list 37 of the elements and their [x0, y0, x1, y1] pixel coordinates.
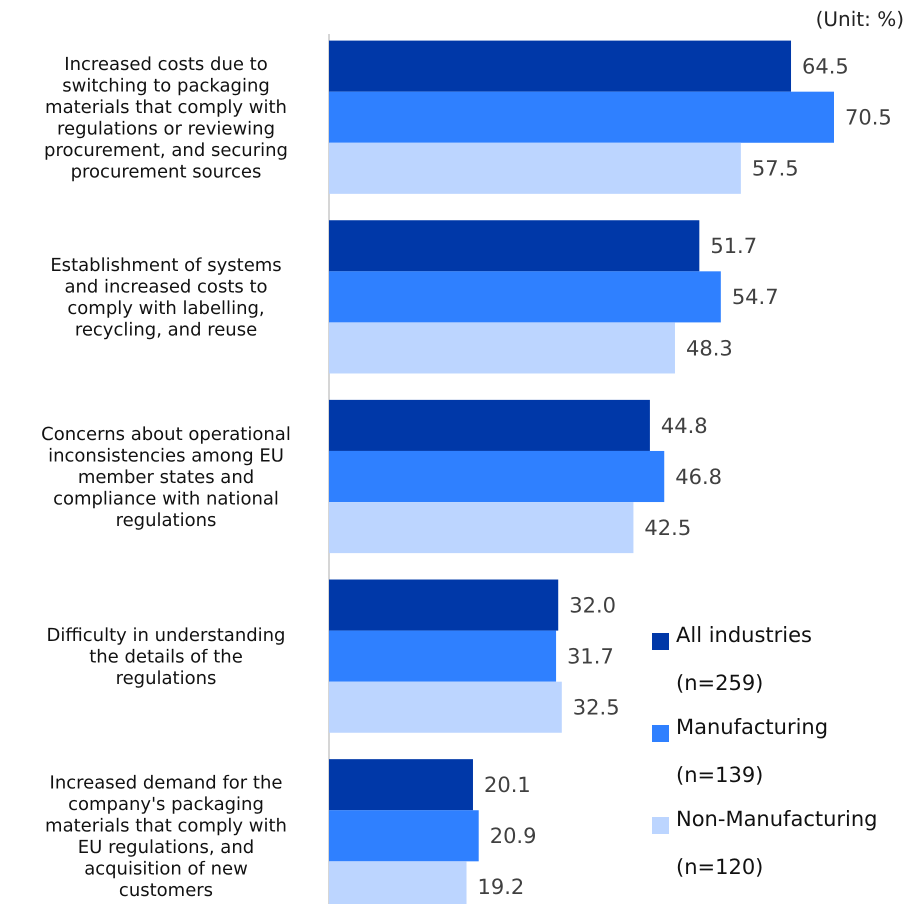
bar: [329, 322, 675, 374]
bar: [329, 220, 700, 272]
data-label: 20.9: [490, 824, 536, 848]
legend-label: All industries (n=259): [676, 623, 812, 695]
y-tick-label: Increased costs due to switching to packaging materials that comply with regulations or reviewing procurement, and securing procurement sources: [44, 54, 288, 182]
bar: [329, 502, 634, 554]
data-label: 57.5: [752, 156, 799, 181]
y-tick-label: Establishment of systems and increased costs to comply with labelling, recycling, and reuse: [50, 254, 282, 340]
y-tick-label: Difficulty in understanding the details of the regulations: [46, 624, 286, 689]
legend-label: Manufacturing (n=139): [676, 715, 828, 787]
y-tick-label: Concerns about operational inconsistencies among EU member states and compliance with national regulations: [41, 424, 291, 531]
legend-label: Non-Manufacturing (n=120): [676, 807, 878, 879]
data-label: 32.0: [569, 593, 616, 618]
data-label: 20.1: [484, 773, 531, 798]
bar: [329, 271, 721, 322]
text: (Unit: %): [816, 7, 904, 31]
bar: [329, 682, 562, 733]
y-tick-label: Increased demand for the company's packaging materials that comply with EU regulations, and acquisition of new customers: [45, 772, 287, 901]
bar: [329, 630, 556, 682]
bar: [329, 92, 834, 143]
data-label: 51.7: [710, 234, 758, 258]
bar: [329, 400, 650, 451]
data-label: 19.2: [478, 875, 524, 900]
bar: [329, 40, 792, 92]
data-label: 70.5: [845, 106, 892, 130]
data-label: 54.7: [732, 285, 779, 310]
data-label: 44.8: [660, 414, 708, 438]
data-label: 48.3: [686, 336, 733, 360]
bar: [329, 450, 664, 502]
data-label: 31.7: [567, 644, 614, 668]
data-label: 46.8: [675, 464, 722, 489]
bar: [329, 759, 473, 810]
data-label: 42.5: [644, 516, 692, 540]
data-label: 64.5: [802, 54, 849, 78]
bar: [329, 580, 558, 631]
bar: [329, 142, 741, 194]
data-label: 32.5: [572, 696, 620, 720]
